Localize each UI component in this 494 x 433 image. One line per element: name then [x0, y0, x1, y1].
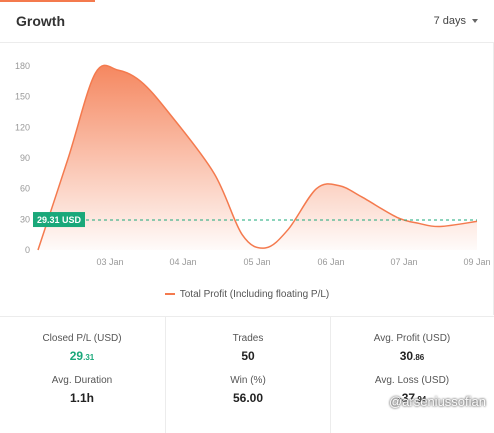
reference-label: 29.31 USD: [33, 212, 85, 228]
stat-avg-duration: Avg. Duration 1.1h: [0, 375, 164, 405]
stat-value-int: 29: [69, 349, 84, 363]
panel-header: Growth 7 days: [0, 0, 494, 43]
stat-avg-profit: Avg. Profit (USD) 30.86: [330, 333, 494, 363]
stat-value: 30.86: [330, 349, 494, 363]
chart-legend[interactable]: Total Profit (Including floating P/L): [0, 289, 494, 300]
stat-win: Win (%) 56.00: [166, 375, 330, 405]
stat-avg-loss: Avg. Loss (USD) -37.94: [330, 375, 494, 405]
growth-chart: 0 30 60 90 120 150 180 03 Jan 04 Jan 05 Jan 06 Ja…: [15, 61, 491, 267]
range-dropdown-label: 7 days: [433, 15, 466, 27]
stats-column-right: Avg. Profit (USD) 30.86 Avg. Loss (USD) …: [330, 317, 494, 433]
y-tick-label: 120: [15, 122, 30, 132]
legend-swatch: [164, 293, 175, 296]
stat-label: Avg. Duration: [51, 375, 113, 386]
stat-label: Trades: [232, 333, 264, 344]
x-tick-label: 05 Jan: [243, 257, 270, 267]
y-tick-label: 60: [20, 184, 30, 194]
x-axis: 03 Jan 04 Jan 05 Jan 06 Jan 07 Jan 09 Jan: [96, 257, 490, 267]
stat-label: Win (%): [230, 375, 266, 386]
stat-trades: Trades 50: [166, 333, 330, 363]
y-tick-label: 0: [25, 245, 30, 255]
stat-closed-pl: Closed P/L (USD) 29.31: [0, 333, 164, 363]
watermark: @arseniussofian: [388, 394, 486, 409]
y-tick-label: 30: [20, 214, 30, 224]
active-tab-indicator: [0, 0, 95, 2]
profit-line: [37, 64, 478, 251]
panel-title: Growth: [16, 13, 65, 29]
legend-label: Total Profit (Including floating P/L): [179, 289, 330, 300]
x-tick-label: 06 Jan: [317, 257, 344, 267]
stat-label: Avg. Loss (USD): [374, 375, 450, 386]
stats-column-middle: Trades 50 Win (%) 56.00: [165, 317, 331, 433]
stat-value-dec: .94: [415, 395, 427, 404]
stat-label: Avg. Profit (USD): [373, 333, 451, 344]
profit-area: [38, 65, 477, 250]
y-axis: 0 30 60 90 120 150 180: [15, 61, 30, 255]
x-tick-label: 03 Jan: [96, 257, 123, 267]
range-dropdown[interactable]: 7 days: [434, 15, 478, 27]
y-tick-label: 180: [15, 61, 30, 71]
y-tick-label: 90: [20, 153, 30, 163]
x-tick-label: 04 Jan: [169, 257, 196, 267]
stat-value-dec: .31: [83, 353, 95, 362]
stats-column-left: Closed P/L (USD) 29.31 Avg. Duration 1.1…: [0, 317, 164, 433]
stat-value-dec: .86: [413, 353, 425, 362]
stat-label: Closed P/L (USD): [42, 333, 122, 344]
stat-value-int: 30: [399, 349, 414, 363]
stat-value: 50: [241, 349, 255, 363]
stats-panel: Closed P/L (USD) 29.31 Avg. Duration 1.1…: [0, 316, 494, 433]
reference-label-text: 29.31 USD: [37, 215, 82, 225]
x-tick-label: 07 Jan: [390, 257, 417, 267]
y-tick-label: 150: [15, 92, 30, 102]
chevron-down-icon: [472, 19, 478, 24]
stat-value: 1.1h: [69, 391, 94, 405]
stat-value: 56.00: [232, 391, 264, 405]
stat-value: 29.31: [0, 349, 164, 363]
x-tick-label: 09 Jan: [463, 257, 490, 267]
stat-value-int: -37: [397, 391, 416, 405]
stat-value: -37.94: [330, 391, 494, 405]
